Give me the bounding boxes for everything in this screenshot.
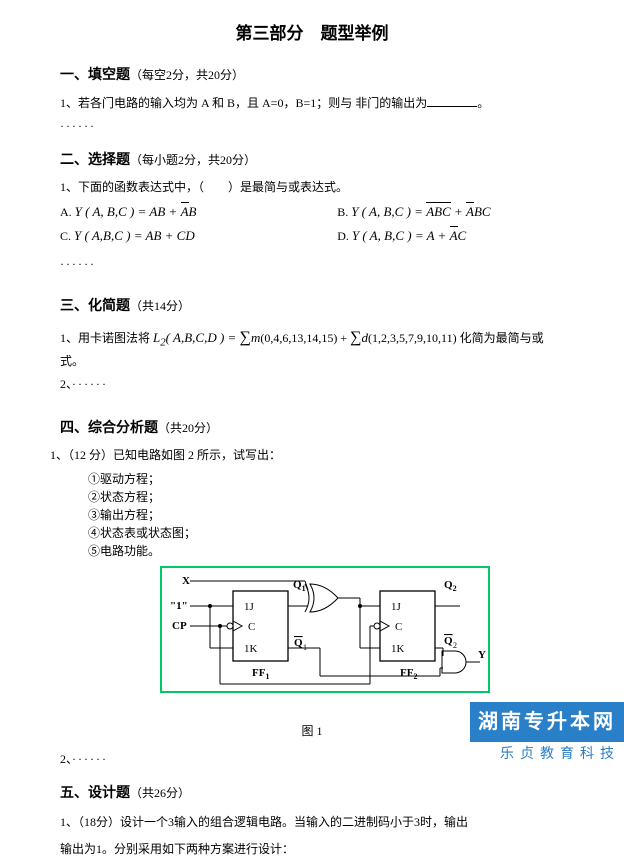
choice-b-bar2: A: [466, 202, 474, 223]
s4-item3: ③输出方程；: [88, 506, 564, 524]
section3-title: 三、化简题: [60, 299, 130, 314]
s3-q1-pre: 1、用卡诺图法将: [60, 331, 153, 345]
section2-header: 二、选择题（每小题2分，共20分）: [60, 150, 564, 172]
label-q2bar-sub: 2: [453, 641, 457, 650]
section5-header: 五、设计题（共26分）: [60, 783, 564, 805]
choice-d-label: D.: [337, 229, 352, 243]
choice-c: C. Y ( A,B,C ) = AB + CD: [60, 226, 337, 247]
label-cp: CP: [172, 620, 187, 632]
label-q1bar-sub: 1: [303, 643, 307, 652]
section2-title: 二、选择题: [60, 153, 130, 168]
section1-header: 一、填空题（每空2分，共20分）: [60, 65, 564, 87]
s5-q1: 1、（18分）设计一个3输入的组合逻辑电路。当输入的二进制码小于3时，输出: [60, 813, 564, 832]
section3-header: 三、化简题（共14分）: [60, 296, 564, 318]
section2-detail: （每小题2分，共20分）: [130, 153, 256, 167]
s4-q2-num: 2、: [60, 752, 72, 766]
s4-q1: 1、（12 分）已知电路如图 2 所示，试写出：: [50, 446, 564, 465]
label-ff1: FF1: [252, 667, 269, 681]
label-1k-ff1: 1K: [244, 643, 258, 655]
s4-item1: ①驱动方程；: [88, 470, 564, 488]
label-1k-ff2: 1K: [391, 643, 405, 655]
s3-q2: 2、······: [60, 375, 564, 394]
s1-ellipsis: ······: [60, 117, 564, 136]
sigma-icon: ∑: [240, 329, 251, 346]
s1-q1: 1、若各门电路的输入均为 A 和 B，且 A=0，B=1；则与 非门的输出为 。: [60, 94, 564, 113]
s2-q1: 1、下面的函数表达式中，（ ）是最简与或表达式。: [60, 178, 564, 197]
section3-detail: （共14分）: [130, 299, 190, 313]
s4-ellipsis: ······: [72, 752, 108, 766]
choice-d-eq2: C: [458, 228, 467, 243]
choice-b: B. Y ( A, B,C ) = ABC + ABC: [337, 202, 564, 223]
s1-q1-pre: 1、若各门电路的输入均为 A 和 B，且 A=0，B=1；则与 非门的输出为: [60, 96, 427, 110]
choice-a-eq2: B: [189, 204, 197, 219]
s3-list2: (1,2,3,5,7,9,10,11): [368, 331, 457, 345]
s2-choices: A. Y ( A, B,C ) = AB + AB B. Y ( A, B,C …: [60, 202, 564, 252]
choice-d-eq1: Y ( A, B,C ) = A +: [352, 228, 450, 243]
watermark-sub: 乐贞教育科技: [470, 742, 624, 764]
choice-c-label: C.: [60, 229, 74, 243]
label-x: X: [182, 575, 190, 587]
choice-b-eq1: Y ( A, B,C ) =: [351, 204, 426, 219]
label-c-ff2: C: [395, 621, 402, 633]
label-1j-ff1: 1J: [244, 601, 255, 613]
choice-b-eq2: BC: [474, 204, 491, 219]
choice-d-bar: A: [450, 226, 458, 247]
s3-m: m: [251, 330, 260, 345]
choice-b-label: B.: [337, 205, 351, 219]
s4-item4: ④状态表或状态图；: [88, 524, 564, 542]
section5-detail: （共26分）: [130, 786, 190, 800]
label-one: "1": [170, 600, 188, 612]
label-y: Y: [478, 649, 486, 661]
choice-a: A. Y ( A, B,C ) = AB + AB: [60, 202, 337, 223]
section4-detail: （共20分）: [158, 421, 218, 435]
s5-q1b: 输出为1。分别采用如下两种方案进行设计：: [60, 840, 564, 859]
section5-title: 五、设计题: [60, 786, 130, 801]
choice-d: D. Y ( A, B,C ) = A + AC: [337, 226, 564, 247]
sigma-icon-2: ∑: [350, 329, 361, 346]
s2-ellipsis: ······: [60, 255, 564, 274]
section1-title: 一、填空题: [60, 68, 130, 83]
circuit-svg: X "1" CP 1J C 1K 1J C 1K Q1 Q 1 Q2 Q 2 Y…: [160, 566, 490, 706]
s1-q1-post: 。: [477, 96, 489, 110]
section4-title: 四、综合分析题: [60, 421, 158, 436]
blank-fill: [427, 95, 477, 107]
choice-b-mid: +: [451, 204, 466, 219]
choice-a-bar: A: [181, 202, 189, 223]
label-q2bar: Q: [444, 635, 453, 647]
section1-detail: （每空2分，共20分）: [130, 68, 244, 82]
label-c-ff1: C: [248, 621, 255, 633]
s3-args: ( A,B,C,D ) =: [166, 330, 240, 345]
label-1j-ff2: 1J: [391, 601, 402, 613]
s4-item5: ⑤电路功能。: [88, 542, 564, 560]
circuit-diagram: X "1" CP 1J C 1K 1J C 1K Q1 Q 1 Q2 Q 2 Y…: [160, 566, 564, 713]
section4-header: 四、综合分析题（共20分）: [60, 418, 564, 440]
label-q1bar: Q: [294, 637, 303, 649]
label-q2: Q2: [444, 579, 457, 593]
s3-q1: 1、用卡诺图法将 L2( A,B,C,D ) = ∑m(0,4,6,13,14,…: [60, 325, 564, 371]
s4-item2: ②状态方程；: [88, 488, 564, 506]
s4-subitems: ①驱动方程； ②状态方程； ③输出方程； ④状态表或状态图； ⑤电路功能。: [88, 470, 564, 560]
s3-q2-num: 2、: [60, 377, 72, 391]
choice-a-eq1: Y ( A, B,C ) = AB +: [75, 204, 181, 219]
s3-ellipsis: ······: [72, 377, 108, 391]
watermark-main: 湖南专升本网: [470, 702, 624, 742]
s3-list1: (0,4,6,13,14,15) +: [260, 331, 350, 345]
choice-a-label: A.: [60, 205, 75, 219]
page-title: 第三部分 题型举例: [60, 20, 564, 47]
label-ff2: FF2: [400, 667, 417, 681]
choice-c-eq: Y ( A,B,C ) = AB + CD: [74, 228, 195, 243]
watermark: 湖南专升本网 乐贞教育科技: [470, 702, 624, 764]
choice-b-bar1: ABC: [426, 202, 451, 223]
